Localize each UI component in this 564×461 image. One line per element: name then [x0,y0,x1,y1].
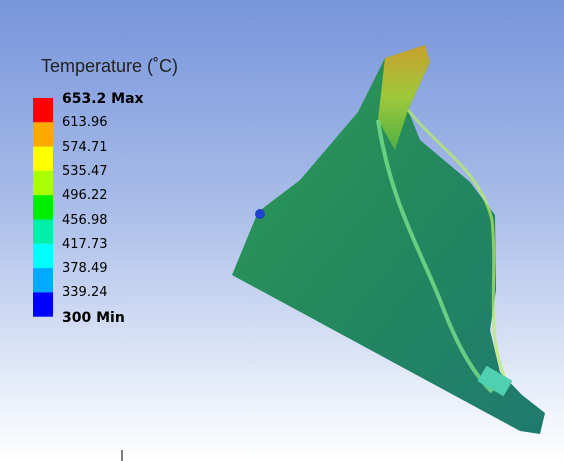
legend-label: 378.49 [62,262,108,276]
swatch [33,195,53,219]
legend-label: 535.47 [62,165,108,179]
swatch [33,268,53,292]
swatch [33,244,53,268]
swatch [33,292,53,316]
swatch [33,122,53,146]
hot-spot [255,209,265,219]
legend-title: Temperature (˚C) [41,56,178,77]
legend-swatches [33,98,53,317]
viewport: Temperature (˚C) 653.2 Max 613.96 574.71 53… [0,0,564,461]
legend-label: 613.96 [62,116,108,130]
legend-label: 417.73 [62,238,108,252]
legend-label: 339.24 [62,286,108,300]
swatch [33,147,53,171]
swatch [33,98,53,122]
legend-label: 496.22 [62,189,108,203]
legend-label: 653.2 Max [62,92,144,106]
legend-label: 300 Min [62,311,125,325]
swatch [33,220,53,244]
swatch [33,171,53,195]
legend-label: 574.71 [62,141,108,155]
legend-label: 456.98 [62,214,108,228]
